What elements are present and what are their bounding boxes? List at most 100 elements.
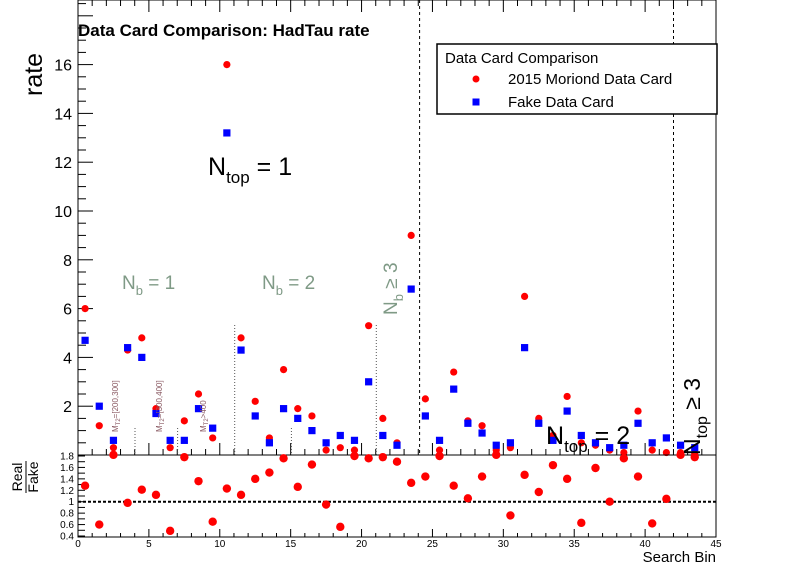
moriond-point bbox=[620, 448, 628, 457]
fake-point bbox=[563, 407, 571, 415]
legend-marker-fake bbox=[472, 98, 480, 106]
fake-point bbox=[138, 353, 146, 361]
annotation-ntop-2: Ntop = 2 bbox=[546, 422, 630, 456]
ratio-y-label: Real Fake bbox=[9, 461, 41, 493]
fake-point bbox=[676, 441, 685, 449]
ratio-point bbox=[293, 482, 302, 492]
moriond-point bbox=[251, 397, 259, 405]
ratio-x-tick-label: 20 bbox=[356, 539, 368, 550]
chart-title: Data Card Comparison: HadTau rate bbox=[78, 21, 370, 40]
fake-point bbox=[81, 336, 89, 344]
main-x-ticks bbox=[77, 0, 717, 455]
moriond-point bbox=[365, 322, 373, 330]
ratio-point bbox=[95, 520, 104, 529]
fake-point bbox=[521, 344, 529, 352]
moriond-point bbox=[662, 448, 670, 457]
ratio-y-tick-label: 0.6 bbox=[60, 520, 74, 531]
ratio-x-tick-label: 5 bbox=[146, 539, 152, 550]
ratio-x-tick-label: 15 bbox=[285, 539, 297, 550]
ratio-x-tick-label: 25 bbox=[427, 539, 439, 550]
ratio-point bbox=[378, 452, 388, 462]
x-axis-label: Search Bin bbox=[643, 549, 716, 566]
moriond-point bbox=[563, 392, 571, 401]
fake-point bbox=[450, 385, 458, 393]
fake-point bbox=[535, 419, 543, 427]
main-y-tick-label: 6 bbox=[63, 302, 72, 319]
ratio-point bbox=[463, 494, 473, 503]
moriond-point bbox=[81, 305, 89, 313]
moriond-point bbox=[379, 414, 387, 422]
ratio-y-label-denominator: Fake bbox=[25, 461, 41, 492]
fake-point bbox=[407, 285, 415, 293]
moriond-point bbox=[322, 446, 330, 454]
ratio-point bbox=[534, 487, 543, 497]
ratio-point bbox=[109, 450, 118, 460]
ratio-y-tick-label: 0.4 bbox=[60, 532, 74, 543]
ratio-x-tick-label: 40 bbox=[640, 539, 652, 550]
fake-point bbox=[237, 346, 245, 354]
legend-label-fake: Fake Data Card bbox=[508, 94, 614, 111]
moriond-point bbox=[336, 444, 344, 452]
ratio-point bbox=[307, 460, 317, 469]
moriond-point bbox=[634, 407, 642, 415]
ratio-point bbox=[619, 454, 629, 463]
fake-point bbox=[662, 434, 670, 442]
ratio-point bbox=[690, 452, 699, 462]
ratio-y-tick-label: 1.8 bbox=[60, 452, 74, 463]
fake-point bbox=[691, 444, 699, 452]
ratio-y-label-numerator: Real bbox=[9, 463, 25, 492]
ratio-point bbox=[577, 518, 586, 528]
fake-point bbox=[223, 129, 231, 137]
moriond-point bbox=[294, 405, 302, 413]
moriond-point bbox=[421, 395, 429, 403]
moriond-point bbox=[648, 446, 656, 454]
fake-point bbox=[166, 436, 174, 444]
annotation-mt2-200-300: MT2=[200,300] bbox=[111, 380, 122, 432]
moriond-point bbox=[95, 422, 103, 430]
main-y-tick-label: 4 bbox=[63, 350, 72, 367]
fake-point bbox=[209, 424, 217, 432]
ratio-point bbox=[662, 494, 671, 504]
moriond-point bbox=[450, 368, 458, 376]
ratio-point bbox=[449, 481, 458, 490]
annotation-mt2-400: MT2>400 bbox=[199, 400, 210, 432]
fake-point bbox=[634, 419, 642, 427]
fake-point bbox=[194, 405, 203, 413]
ratio-point bbox=[520, 470, 529, 480]
ratio-point bbox=[648, 519, 657, 528]
ratio-point bbox=[350, 451, 359, 461]
fake-point bbox=[620, 441, 628, 449]
moriond-point bbox=[109, 444, 118, 452]
moriond-point bbox=[308, 412, 316, 420]
fake-point bbox=[350, 436, 359, 444]
fake-point bbox=[393, 441, 401, 449]
fake-point bbox=[251, 412, 259, 420]
ratio-point bbox=[435, 451, 444, 461]
ratio-data-points bbox=[80, 450, 699, 536]
ratio-point bbox=[562, 474, 572, 484]
ratio-point bbox=[208, 517, 217, 526]
annotation-nb-1: Nb = 1 bbox=[122, 273, 175, 298]
ratio-y-tick-label: 1.2 bbox=[60, 486, 74, 497]
ratio-point bbox=[265, 468, 274, 477]
ratio-point bbox=[676, 450, 685, 460]
moriond-point bbox=[577, 439, 585, 447]
ratio-y-tick-label: 0.8 bbox=[60, 509, 74, 520]
fake-point bbox=[294, 414, 302, 422]
annotation-ntop-3: Ntop ≥ 3 bbox=[679, 378, 711, 455]
fake-point bbox=[279, 405, 288, 413]
main-y-tick-label: 16 bbox=[54, 58, 72, 75]
ratio-x-axis: 0 5 10 15 20 25 30 35 40 45 bbox=[75, 529, 722, 550]
fake-point bbox=[591, 439, 600, 447]
ratio-point bbox=[506, 511, 515, 520]
ratio-point bbox=[236, 490, 246, 500]
ratio-point bbox=[633, 472, 643, 481]
ratio-x-tick-label: 10 bbox=[214, 539, 226, 550]
ratio-point bbox=[392, 457, 402, 466]
ratio-point bbox=[137, 485, 146, 494]
fake-point bbox=[506, 439, 515, 447]
ratio-point bbox=[605, 497, 614, 506]
moriond-point bbox=[521, 292, 529, 300]
moriond-point bbox=[279, 366, 288, 374]
moriond-point bbox=[194, 390, 203, 398]
